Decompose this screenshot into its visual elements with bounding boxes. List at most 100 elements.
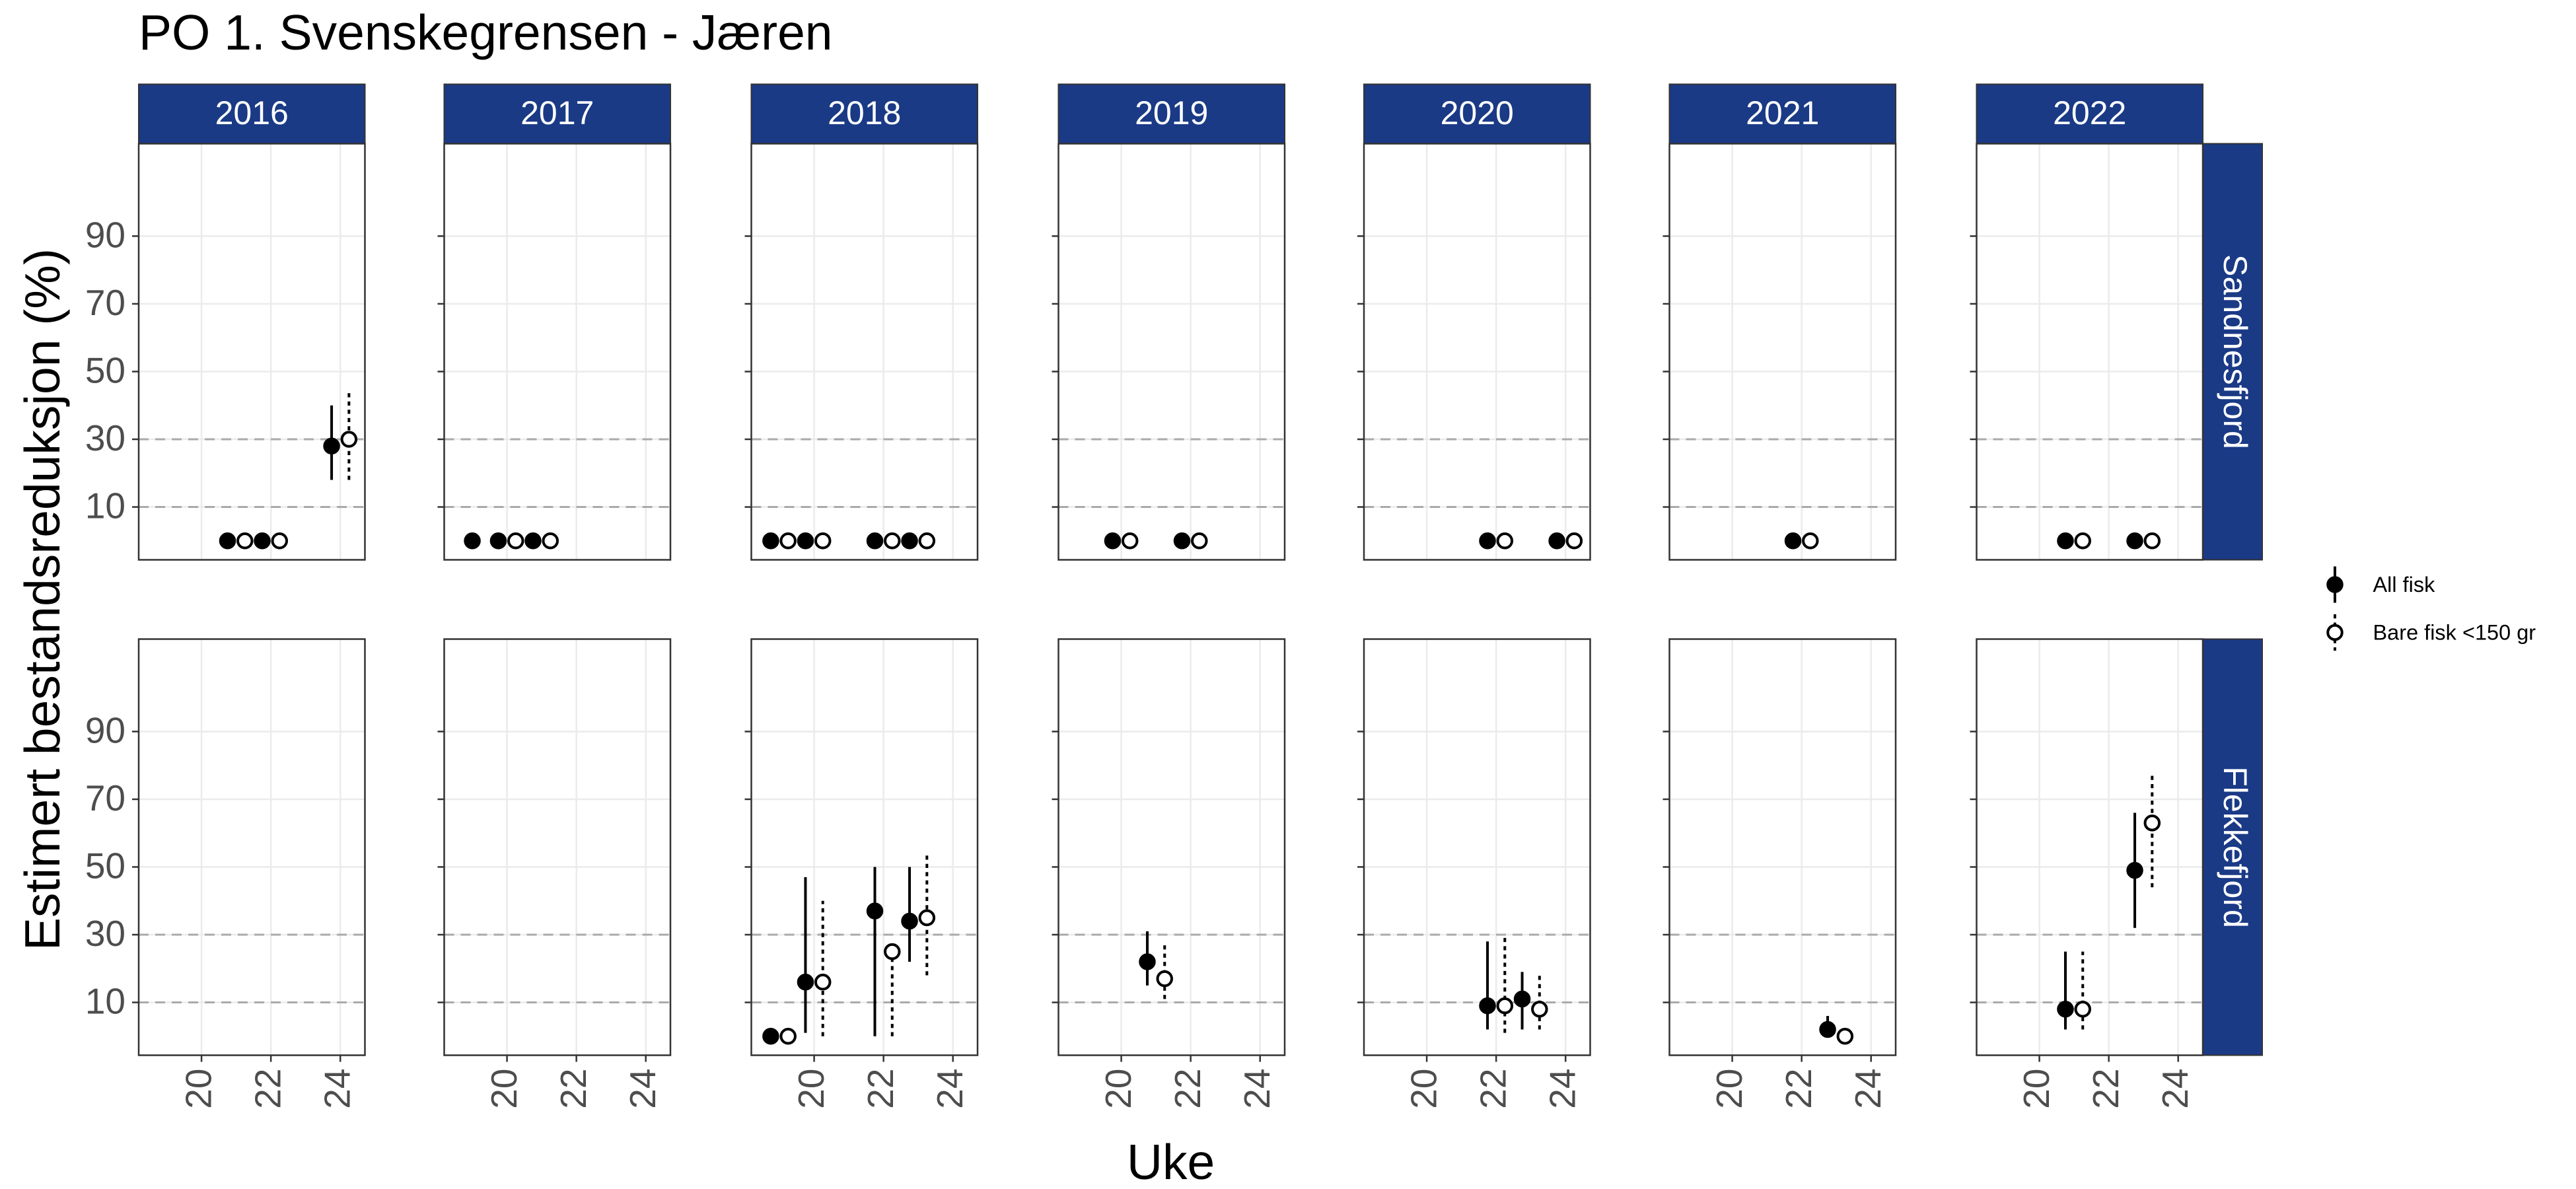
panel-border — [750, 638, 979, 1056]
panel-background — [1976, 639, 2203, 1056]
x-tick-label: 22 — [1778, 1069, 1819, 1109]
point — [271, 532, 289, 550]
point — [2143, 532, 2161, 550]
x-tick-label: 20 — [1098, 1069, 1139, 1109]
panel-border — [1363, 638, 1591, 1056]
column-strip — [750, 83, 978, 145]
y-tick-label: 30 — [85, 417, 125, 458]
y-tick-label: 50 — [85, 350, 125, 391]
x-tick-label: 22 — [1473, 1069, 1514, 1109]
point — [507, 532, 524, 550]
panel-border — [1668, 638, 1897, 1056]
x-tick-label: 20 — [791, 1069, 832, 1109]
y-tick-label: 50 — [85, 846, 125, 886]
point — [797, 974, 814, 991]
column-label: 2016 — [215, 94, 289, 131]
point — [2143, 814, 2161, 832]
column-label: 2022 — [2053, 94, 2126, 131]
x-tick-label: 24 — [1236, 1069, 1277, 1109]
panel-background — [1058, 143, 1285, 560]
column-strip — [443, 83, 671, 145]
point — [1531, 1001, 1548, 1018]
column-label: 2020 — [1441, 94, 1514, 131]
point — [2126, 861, 2143, 879]
column-label: 2021 — [1746, 94, 1819, 131]
x-tick-label: 22 — [1167, 1069, 1208, 1109]
point — [340, 431, 358, 448]
point — [814, 532, 832, 550]
point — [884, 532, 901, 550]
point — [1496, 532, 1514, 550]
x-tick-label: 24 — [317, 1069, 358, 1109]
point — [236, 532, 254, 550]
point — [1819, 1021, 1836, 1038]
legend-label: All fisk — [2373, 573, 2436, 596]
x-tick-label: 24 — [2155, 1069, 2196, 1109]
x-tick-label: 22 — [2085, 1069, 2126, 1109]
point — [464, 532, 481, 550]
panel-border — [137, 143, 366, 561]
point — [884, 943, 901, 960]
point — [918, 909, 936, 927]
chart-title: PO 1. Svenskegrensen - Jæren — [139, 5, 833, 60]
point — [1479, 997, 1496, 1015]
y-tick-label: 90 — [85, 214, 125, 255]
y-axis-title: Estimert bestandsreduksjon (%) — [15, 248, 70, 951]
point — [866, 532, 884, 550]
point — [1802, 532, 1819, 550]
x-tick-label: 22 — [860, 1069, 901, 1109]
point — [1104, 532, 1122, 550]
point — [797, 532, 814, 550]
point — [524, 532, 542, 550]
point — [2126, 532, 2143, 550]
x-axis-title: Uke — [1127, 1134, 1215, 1189]
panel-background — [1364, 639, 1591, 1056]
legend-label: Bare fisk <150 gr — [2373, 621, 2536, 645]
point — [2074, 532, 2091, 550]
point — [323, 437, 340, 455]
row-label: Sandnesfjord — [2217, 254, 2254, 449]
point — [779, 1028, 797, 1045]
point — [779, 532, 797, 550]
panel-background — [444, 143, 670, 560]
panel-background — [751, 143, 978, 560]
panel-border — [1668, 143, 1897, 561]
x-tick-label: 24 — [1847, 1069, 1888, 1109]
panel-border — [1976, 638, 2204, 1056]
legend-marker — [2326, 576, 2343, 593]
panel-background — [1364, 143, 1591, 560]
x-tick-label: 24 — [929, 1069, 970, 1109]
panel-border — [1057, 143, 1286, 561]
panel-background — [751, 639, 978, 1056]
column-strip — [1976, 83, 2203, 145]
point — [219, 532, 236, 550]
point — [542, 532, 559, 550]
legend-marker — [2326, 624, 2343, 641]
panel-border — [1057, 638, 1286, 1056]
panel-background — [139, 143, 365, 560]
column-label: 2019 — [1135, 94, 1208, 131]
column-strip — [138, 83, 366, 145]
point — [1548, 532, 1565, 550]
point — [1565, 532, 1583, 550]
point — [762, 532, 779, 550]
point — [1121, 532, 1139, 550]
panel-background — [444, 639, 670, 1056]
y-tick-label: 70 — [85, 777, 125, 818]
x-tick-label: 20 — [1404, 1069, 1445, 1109]
point — [1156, 970, 1173, 988]
point — [1784, 532, 1802, 550]
point — [814, 974, 832, 991]
point — [1139, 953, 1156, 970]
panel-border — [750, 143, 979, 561]
point — [1513, 990, 1531, 1008]
point — [762, 1028, 779, 1045]
point — [1173, 532, 1191, 550]
point — [1479, 532, 1496, 550]
y-tick-label: 10 — [85, 486, 125, 526]
panel-border — [137, 638, 366, 1056]
point — [901, 912, 918, 930]
point — [489, 532, 507, 550]
